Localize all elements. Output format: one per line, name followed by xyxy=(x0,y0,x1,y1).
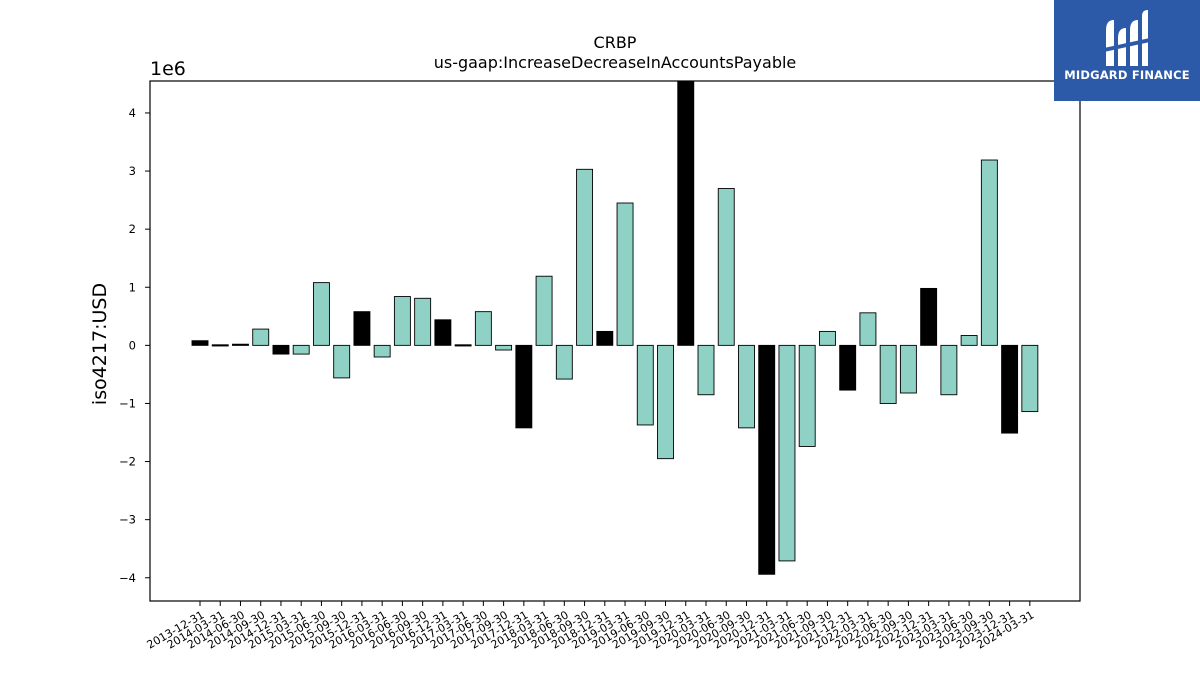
y-axis-label: iso4217:USD xyxy=(89,283,111,405)
bar-2018-09-30 xyxy=(576,168,594,346)
y-ticks: −4 −3 −2 −1 0 1 2 3 4 xyxy=(119,106,150,585)
bar-2014-09-30 xyxy=(252,328,270,346)
bar-2019-09-30 xyxy=(657,344,674,460)
bar-2016-09-30 xyxy=(414,297,432,346)
y-tick-label: 1 xyxy=(129,280,136,294)
bar-2015-09-30 xyxy=(333,344,351,379)
bar-2020-12-31 xyxy=(758,344,776,575)
bar-2022-09-30 xyxy=(899,344,917,394)
bar-2023-12-31 xyxy=(1001,344,1019,434)
bar-2023-09-30 xyxy=(980,159,998,346)
bar-2020-09-30 xyxy=(738,344,755,429)
bar-2021-06-30 xyxy=(798,344,816,447)
y-tick-label: −4 xyxy=(119,571,136,585)
bar-2017-03-31 xyxy=(454,344,472,347)
bar-2017-06-30 xyxy=(474,311,492,346)
bar-2022-06-30 xyxy=(879,344,897,404)
bar-2018-12-31 xyxy=(596,330,614,346)
chart-subtitle: us-gaap:IncreaseDecreaseInAccountsPayabl… xyxy=(434,53,797,72)
y-tick-label: −2 xyxy=(119,455,136,469)
bar-2014-12-31 xyxy=(272,344,290,355)
bar-2021-03-31 xyxy=(778,344,796,562)
bar-2018-03-31 xyxy=(535,275,553,346)
bar-2015-06-30 xyxy=(312,282,330,346)
midgard-logo-icon xyxy=(1104,10,1150,66)
chart-title: CRBP xyxy=(594,33,637,52)
bar-2018-06-30 xyxy=(555,344,573,380)
plot-frame xyxy=(149,80,1081,602)
bar-2014-06-30 xyxy=(232,343,249,346)
y-tick-label: 0 xyxy=(129,338,136,352)
bar-2020-03-31 xyxy=(697,344,715,396)
x-ticks: 2013-12-312014-03-312014-06-302014-09-30… xyxy=(145,601,1036,652)
bar-2019-03-31 xyxy=(616,202,634,346)
bar-2023-06-30 xyxy=(960,335,978,346)
bar-2019-06-30 xyxy=(636,344,654,426)
brand-logo: MIDGARD FINANCE xyxy=(1054,0,1200,101)
bar-2019-12-31 xyxy=(677,80,695,346)
bar-2022-03-31 xyxy=(859,312,877,346)
bar-2023-03-31 xyxy=(940,344,958,396)
bar-2024-03-31 xyxy=(1021,344,1039,413)
bar-2022-12-31 xyxy=(920,287,938,346)
y-tick-label: 2 xyxy=(129,222,136,236)
y-tick-label: 4 xyxy=(129,106,136,120)
y-tick-label: −1 xyxy=(119,396,136,410)
y-tick-label: −3 xyxy=(119,513,136,527)
y-offset-label: 1e6 xyxy=(150,58,186,80)
bar-2016-12-31 xyxy=(434,319,452,346)
bar-2020-06-30 xyxy=(717,188,735,346)
bar-2021-12-31 xyxy=(839,344,857,391)
bar-2015-03-31 xyxy=(292,344,310,355)
bar-2017-09-30 xyxy=(495,344,513,351)
bar-2014-03-31 xyxy=(211,344,229,347)
bar-2021-09-30 xyxy=(818,330,836,346)
y-tick-label: 3 xyxy=(129,164,136,178)
bar-2016-03-31 xyxy=(373,344,391,358)
bar-2015-12-31 xyxy=(353,311,371,346)
bar-2016-06-30 xyxy=(393,296,411,346)
bars-layer xyxy=(191,80,1039,575)
bar-2017-12-31 xyxy=(515,344,533,429)
bar-2013-12-31 xyxy=(191,340,209,346)
brand-name: MIDGARD FINANCE xyxy=(1064,68,1190,82)
